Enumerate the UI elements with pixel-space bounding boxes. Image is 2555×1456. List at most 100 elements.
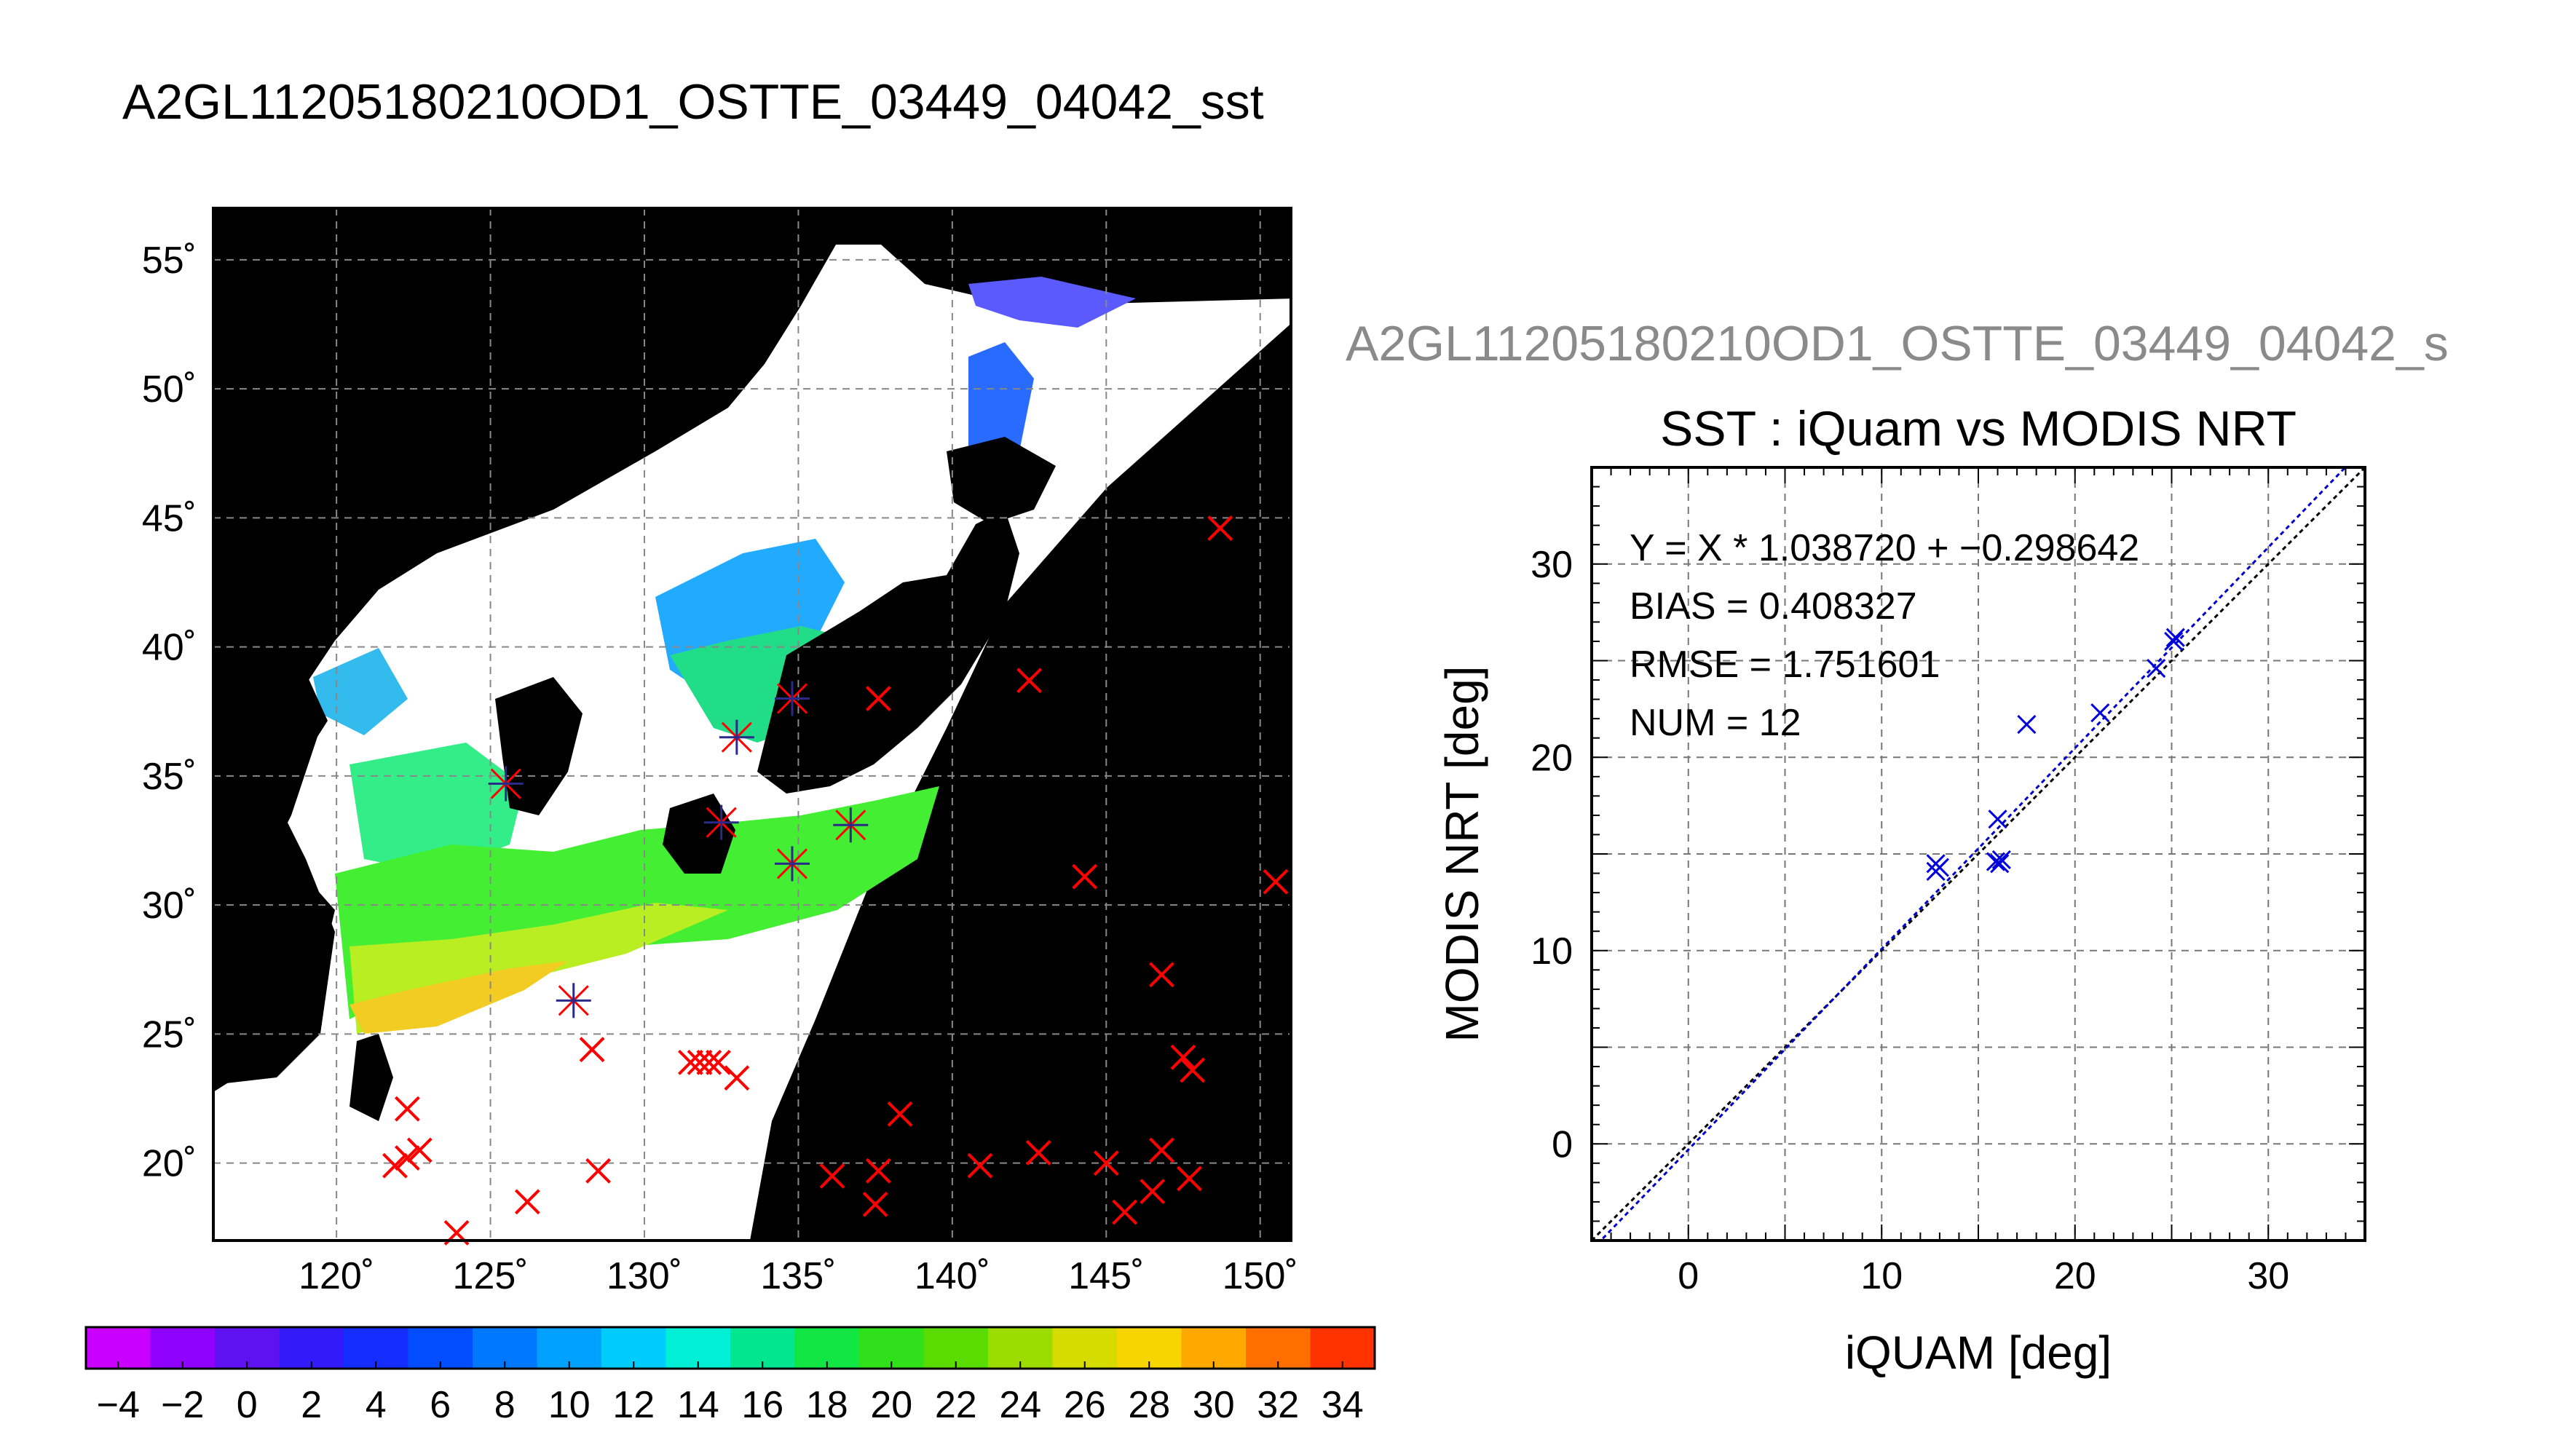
scatter-point <box>2090 703 2110 723</box>
x-tick-label: 20 <box>2054 1255 2096 1297</box>
lat-tick-label: 30˚ <box>142 885 197 927</box>
lon-tick-label: 145˚ <box>1068 1255 1144 1297</box>
buoy-point <box>687 1049 713 1075</box>
scatter-ticks <box>1591 467 2366 1241</box>
colorbar-label: 26 <box>1064 1384 1106 1426</box>
x-tick-label: 0 <box>1678 1255 1699 1297</box>
x-tick-label: 30 <box>2247 1255 2289 1297</box>
buoy-point <box>819 1163 845 1189</box>
scatter-point <box>1986 852 2005 871</box>
buoy-point <box>382 1152 408 1179</box>
buoy-point <box>724 1065 750 1091</box>
scatter-header: A2GL11205180210OD1_OSTTE_03449_04042_s <box>1346 316 2449 371</box>
lon-tick-label: 120˚ <box>299 1255 374 1297</box>
scatter-point <box>1988 810 2007 829</box>
colorbar-label: 8 <box>494 1384 516 1426</box>
colorbar-label: 34 <box>1322 1384 1364 1426</box>
colorbar-label: 16 <box>741 1384 783 1426</box>
buoy-point <box>1180 1057 1206 1083</box>
buoy-point <box>406 1137 433 1163</box>
identity-line <box>1592 467 2365 1241</box>
buoy-point <box>1170 1044 1196 1070</box>
matched-point <box>556 983 591 1018</box>
land-china-coast <box>213 641 335 1085</box>
buoy-point <box>1207 515 1233 541</box>
lon-tick-label: 135˚ <box>760 1255 836 1297</box>
colorbar: −4 −2 0 2 4 6 8 10 12 14 16 18 20 22 24 26 28 30 32 34 <box>84 1326 1376 1426</box>
sst-warmest <box>350 961 568 1034</box>
buoy-point <box>514 1189 540 1215</box>
colorbar-frame <box>84 1326 1376 1370</box>
buoy-point <box>585 1158 611 1184</box>
colorbar-label: 20 <box>870 1384 912 1426</box>
colorbar-label: −4 <box>97 1384 140 1426</box>
lat-tick-label: 50˚ <box>142 368 197 411</box>
buoy-point <box>887 1101 913 1127</box>
buoy-point <box>1016 668 1042 694</box>
buoy-point <box>696 1049 722 1075</box>
scatter-point <box>1991 850 2011 870</box>
buoy-point <box>862 1191 888 1217</box>
colorbar-label: 14 <box>677 1384 719 1426</box>
colorbar-label: 2 <box>301 1384 322 1426</box>
lat-tick-label: 55˚ <box>142 240 197 282</box>
colorbar-labels: −4 −2 0 2 4 6 8 10 12 14 16 18 20 22 24 26 28 30 32 34 <box>97 1361 1364 1426</box>
buoy-point <box>678 1049 703 1075</box>
scatter-point <box>2017 715 2037 735</box>
x-axis-label: iQUAM [deg] <box>1845 1326 2112 1379</box>
scatter-points <box>1926 628 2185 881</box>
scatter-x-tick-labels: 0 10 20 30 <box>1678 1255 2289 1297</box>
colorbar-label: 28 <box>1128 1384 1170 1426</box>
stat-annotation: NUM = 12 <box>1630 702 1801 744</box>
buoy-point <box>1112 1199 1138 1225</box>
y-tick-label: 20 <box>1531 737 1573 779</box>
buoy-point <box>1177 1166 1202 1192</box>
colorbar-label: 10 <box>548 1384 591 1426</box>
land-taiwan <box>350 1034 393 1121</box>
buoy-point <box>967 1152 993 1179</box>
lat-tick-label: 45˚ <box>142 497 197 539</box>
land-kyushu <box>663 794 735 874</box>
lat-tick-label: 35˚ <box>142 756 197 798</box>
stat-annotation: Y = X * 1.038720 + −0.298642 <box>1630 527 2139 569</box>
colorbar-label: 6 <box>430 1384 451 1426</box>
lat-tick-label: 25˚ <box>142 1013 197 1056</box>
map-longitude-labels: 120˚ 125˚ 130˚ 135˚ 140˚ 145˚ 150˚ <box>299 1255 1298 1297</box>
y-tick-label: 0 <box>1552 1123 1573 1166</box>
matched-point <box>488 766 524 802</box>
buoy-point <box>1025 1140 1051 1166</box>
stat-annotation: BIAS = 0.408327 <box>1630 585 1917 628</box>
buoy-point <box>706 1049 731 1075</box>
buoy-markers <box>382 515 1289 1246</box>
matched-point <box>703 804 739 840</box>
buoy-point <box>394 1145 420 1171</box>
matched-point <box>774 846 810 882</box>
colorbar-label: 12 <box>612 1384 655 1426</box>
land-japan-honshu <box>757 510 1019 794</box>
buoy-point <box>394 1096 420 1122</box>
scatter-y-tick-labels: 0 10 20 30 <box>1531 544 1573 1166</box>
scatter-title: SST : iQuam vs MODIS NRT <box>1660 401 2297 456</box>
lat-tick-label: 40˚ <box>142 627 197 669</box>
lon-tick-label: 130˚ <box>607 1255 682 1297</box>
scatter-point <box>2164 631 2184 652</box>
colorbar-label: 24 <box>999 1384 1041 1426</box>
map-gridlines <box>213 208 1291 1241</box>
sst-map: 55˚ 50˚ 45˚ 40˚ 35˚ 30˚ 25˚ 20˚ 120˚ 125˚ 130˚ 135… <box>142 207 1298 1297</box>
matched-point <box>719 719 754 755</box>
colorbar-label: 0 <box>237 1384 258 1426</box>
land-hokkaido <box>947 437 1056 524</box>
buoy-point <box>579 1037 605 1063</box>
matched-point <box>833 807 869 843</box>
y-tick-label: 30 <box>1531 544 1573 586</box>
colorbar-cells <box>86 1327 1375 1369</box>
colorbar-label: 4 <box>366 1384 387 1426</box>
map-latitude-labels: 55˚ 50˚ 45˚ 40˚ 35˚ 30˚ 25˚ 20˚ <box>142 240 197 1185</box>
buoy-point <box>1263 869 1289 895</box>
scatter-point <box>2165 628 2185 647</box>
matched-markers <box>488 681 869 1018</box>
fit-line <box>1599 467 2347 1241</box>
scatter-point <box>2147 659 2166 678</box>
page-title: A2GL11205180210OD1_OSTTE_03449_04042_sst <box>122 74 1264 130</box>
